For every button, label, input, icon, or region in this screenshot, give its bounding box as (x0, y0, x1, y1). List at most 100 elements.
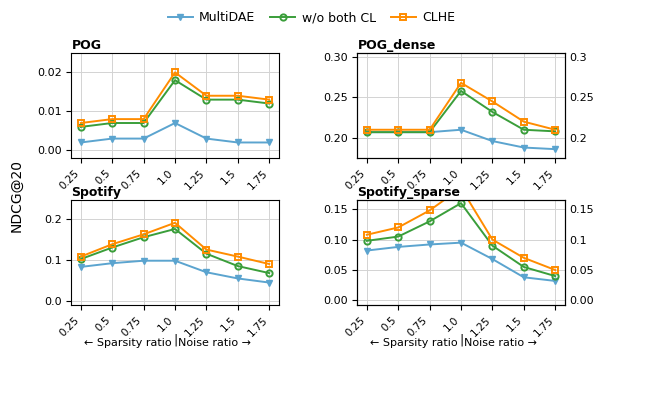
Line: CLHE: CLHE (363, 184, 559, 274)
MultiDAE (551, 278, 559, 283)
w/o both CL (520, 127, 528, 132)
Line: MultiDAE: MultiDAE (363, 127, 558, 152)
w/o both CL (363, 130, 371, 135)
Line: w/o both CL: w/o both CL (78, 226, 273, 276)
Line: MultiDAE: MultiDAE (363, 240, 558, 284)
w/o both CL (395, 234, 402, 239)
MultiDAE (202, 136, 210, 141)
Text: Noise ratio →: Noise ratio → (178, 338, 251, 348)
Text: ← Sparsity ratio: ← Sparsity ratio (370, 338, 458, 348)
CLHE (171, 70, 179, 75)
MultiDAE (234, 140, 241, 145)
CLHE (426, 127, 434, 132)
w/o both CL (77, 125, 85, 129)
Line: CLHE: CLHE (363, 79, 559, 133)
CLHE (395, 225, 402, 230)
CLHE (171, 220, 179, 225)
MultiDAE (426, 130, 434, 135)
CLHE (77, 254, 85, 259)
w/o both CL (202, 251, 210, 256)
w/o both CL (77, 257, 85, 262)
w/o both CL (234, 97, 241, 102)
CLHE (395, 127, 402, 132)
Line: MultiDAE: MultiDAE (78, 258, 273, 286)
Text: Spotify_sparse: Spotify_sparse (358, 186, 460, 199)
MultiDAE (77, 265, 85, 269)
MultiDAE (108, 136, 116, 141)
CLHE (551, 127, 559, 132)
CLHE (265, 97, 273, 102)
MultiDAE (265, 140, 273, 145)
CLHE (108, 242, 116, 247)
w/o both CL (265, 101, 273, 106)
CLHE (489, 99, 496, 104)
w/o both CL (551, 274, 559, 278)
w/o both CL (140, 120, 147, 125)
Line: w/o both CL: w/o both CL (363, 200, 558, 279)
CLHE (457, 81, 465, 85)
CLHE (265, 262, 273, 267)
MultiDAE (457, 240, 465, 245)
MultiDAE (108, 261, 116, 266)
CLHE (234, 93, 241, 98)
w/o both CL (489, 109, 496, 114)
CLHE (202, 93, 210, 98)
w/o both CL (171, 78, 179, 83)
Line: CLHE: CLHE (77, 69, 273, 127)
w/o both CL (489, 243, 496, 248)
w/o both CL (363, 239, 371, 243)
CLHE (234, 254, 241, 259)
w/o both CL (202, 97, 210, 102)
MultiDAE (140, 136, 147, 141)
MultiDAE (363, 130, 371, 135)
MultiDAE (520, 275, 528, 280)
MultiDAE (489, 257, 496, 262)
MultiDAE (363, 248, 371, 253)
w/o both CL (234, 264, 241, 269)
CLHE (551, 267, 559, 272)
w/o both CL (395, 130, 402, 135)
MultiDAE (520, 145, 528, 150)
MultiDAE (234, 276, 241, 281)
MultiDAE (551, 147, 559, 151)
w/o both CL (426, 130, 434, 135)
CLHE (520, 119, 528, 124)
w/o both CL (426, 219, 434, 224)
CLHE (108, 117, 116, 122)
w/o both CL (265, 271, 273, 276)
Text: Spotify: Spotify (71, 186, 121, 199)
w/o both CL (108, 245, 116, 250)
MultiDAE (265, 280, 273, 285)
w/o both CL (551, 129, 559, 134)
MultiDAE (457, 127, 465, 132)
w/o both CL (140, 235, 147, 240)
CLHE (140, 232, 147, 237)
Line: MultiDAE: MultiDAE (78, 120, 273, 146)
Text: Noise ratio →: Noise ratio → (464, 338, 537, 348)
CLHE (457, 186, 465, 190)
CLHE (363, 232, 371, 237)
Line: CLHE: CLHE (77, 219, 273, 267)
MultiDAE (489, 139, 496, 144)
CLHE (363, 127, 371, 132)
CLHE (520, 256, 528, 260)
Text: |: | (459, 334, 463, 347)
Legend: MultiDAE, w/o both CL, CLHE: MultiDAE, w/o both CL, CLHE (163, 6, 460, 29)
CLHE (489, 237, 496, 242)
MultiDAE (202, 270, 210, 275)
Text: POG_dense: POG_dense (358, 39, 435, 52)
MultiDAE (395, 245, 402, 249)
Text: ← Sparsity ratio: ← Sparsity ratio (84, 338, 172, 348)
w/o both CL (108, 120, 116, 125)
Text: |: | (173, 334, 177, 347)
w/o both CL (520, 265, 528, 269)
Line: w/o both CL: w/o both CL (363, 88, 558, 135)
MultiDAE (171, 258, 179, 263)
w/o both CL (457, 88, 465, 93)
MultiDAE (77, 140, 85, 145)
CLHE (426, 208, 434, 213)
CLHE (140, 117, 147, 122)
Line: w/o both CL: w/o both CL (78, 77, 273, 130)
MultiDAE (171, 120, 179, 125)
Text: NDCG@20: NDCG@20 (10, 159, 24, 232)
